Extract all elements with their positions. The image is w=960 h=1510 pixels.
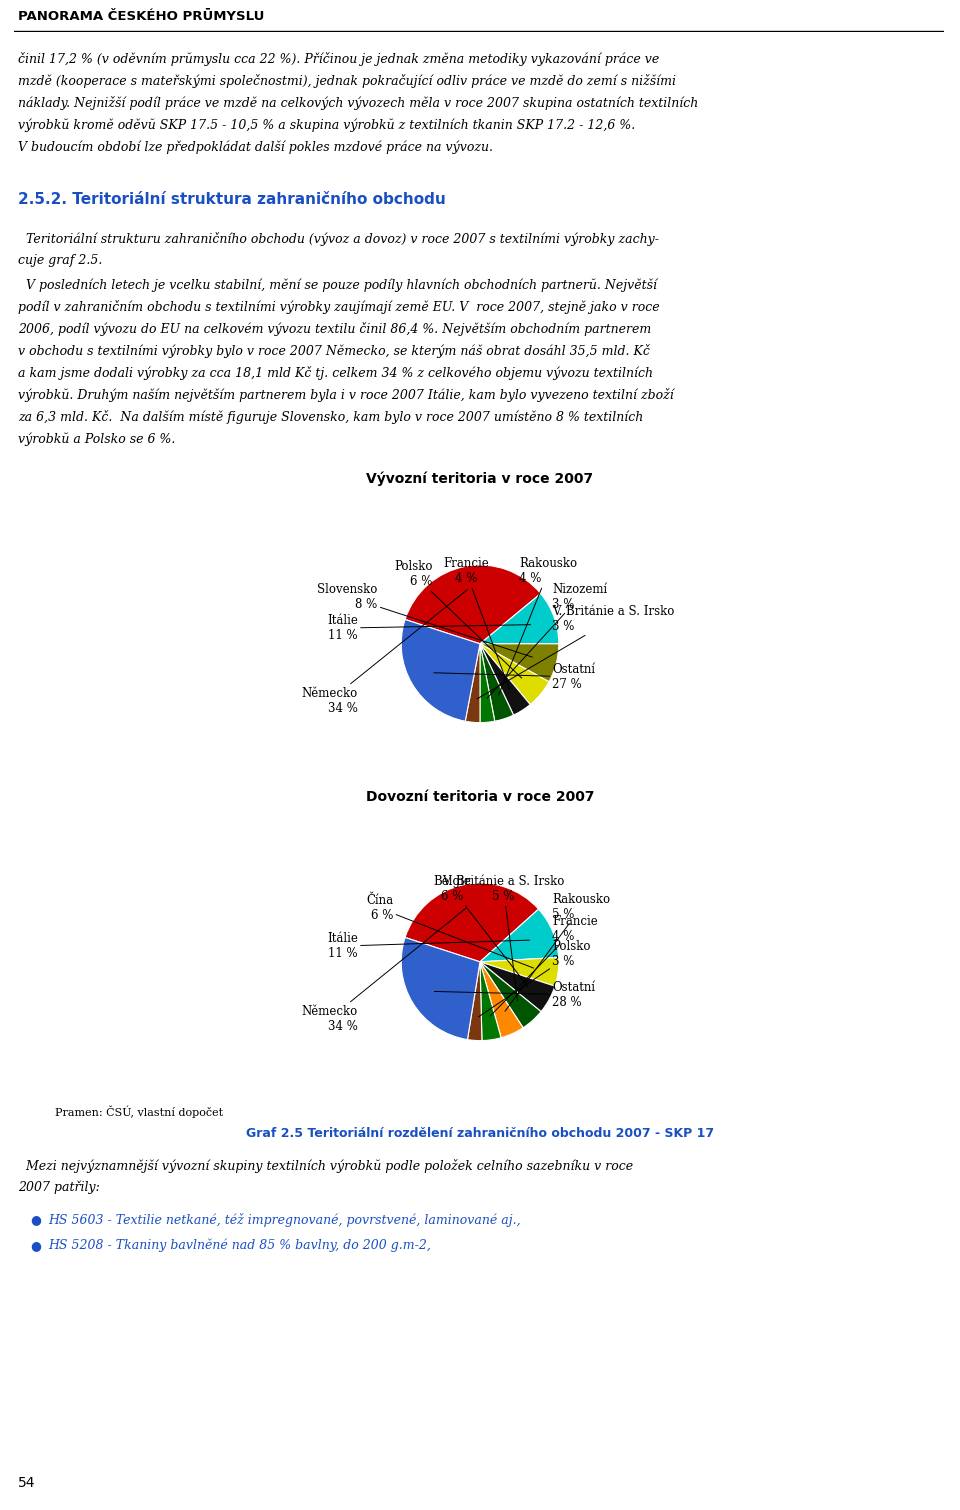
Text: Vývozní teritoria v roce 2007: Vývozní teritoria v roce 2007 bbox=[367, 473, 593, 486]
Text: Francie
4 %: Francie 4 % bbox=[443, 557, 510, 689]
Text: Teritoriální strukturu zahraničního obchodu (vývoz a dovoz) v roce 2007 s textil: Teritoriální strukturu zahraničního obch… bbox=[18, 233, 659, 246]
Text: Mezi nejvýznamnější vývozní skupiny textilních výrobkŭ podle položek celního saz: Mezi nejvýznamnější vývozní skupiny text… bbox=[18, 1160, 634, 1173]
Text: ●: ● bbox=[30, 1213, 41, 1226]
Wedge shape bbox=[405, 565, 540, 643]
Text: PANORAMA ČESKÉHO PRŪMYSLU: PANORAMA ČESKÉHO PRŪMYSLU bbox=[18, 11, 264, 23]
Text: za 6,3 mld. Kč.  Na dalším místě figuruje Slovensko, kam bylo v roce 2007 umístě: za 6,3 mld. Kč. Na dalším místě figuruje… bbox=[18, 411, 643, 424]
Wedge shape bbox=[480, 962, 501, 1040]
Text: cuje graf 2.5.: cuje graf 2.5. bbox=[18, 254, 103, 267]
Text: v obchodu s textilními výrobky bylo v roce 2007 Německo, se kterým náš obrat dos: v obchodu s textilními výrobky bylo v ro… bbox=[18, 344, 650, 358]
Wedge shape bbox=[480, 643, 494, 723]
Text: Rakousko
4 %: Rakousko 4 % bbox=[498, 557, 578, 695]
Text: a kam jsme dodali výrobky za cca 18,1 mld Kč tj. celkem 34 % z celkového objemu : a kam jsme dodali výrobky za cca 18,1 ml… bbox=[18, 365, 653, 381]
Text: Belgie
6 %: Belgie 6 % bbox=[434, 876, 528, 986]
Text: Slovensko
8 %: Slovensko 8 % bbox=[317, 583, 532, 657]
Text: Nizozemí
3 %: Nizozemí 3 % bbox=[488, 583, 608, 698]
Wedge shape bbox=[401, 938, 480, 1039]
Wedge shape bbox=[480, 643, 559, 683]
Text: 54: 54 bbox=[18, 1475, 36, 1490]
Wedge shape bbox=[480, 593, 559, 643]
Text: V budoucím období lze předpokládat další pokles mzdové práce na vývozu.: V budoucím období lze předpokládat další… bbox=[18, 140, 493, 154]
Wedge shape bbox=[480, 643, 514, 722]
Text: V. Británie a S. Irsko
3 %: V. Británie a S. Irsko 3 % bbox=[477, 604, 675, 699]
Text: HS 5603 - Textilie netkané, též impregnované, povrstvené, laminované aj.,: HS 5603 - Textilie netkané, též impregno… bbox=[48, 1213, 520, 1228]
Text: ●: ● bbox=[30, 1240, 41, 1252]
Text: Ostatní
27 %: Ostatní 27 % bbox=[434, 663, 595, 692]
Text: Pramen: ČSÚ, vlastní dopočet: Pramen: ČSÚ, vlastní dopočet bbox=[55, 1105, 223, 1117]
Text: 2006, podíl vývozu do EU na celkovém vývozu textilu činil 86,4 %. Největším obch: 2006, podíl vývozu do EU na celkovém výv… bbox=[18, 322, 651, 337]
Text: výrobkŭ. Druhým naším největším partnerem byla i v roce 2007 Itálie, kam bylo vy: výrobkŭ. Druhým naším největším partnere… bbox=[18, 388, 674, 402]
Text: Německo
34 %: Německo 34 % bbox=[301, 908, 466, 1033]
Text: V. Británie a S. Irsko
5 %: V. Británie a S. Irsko 5 % bbox=[443, 876, 564, 1001]
Wedge shape bbox=[468, 962, 482, 1040]
Text: Graf 2.5 Teritoriální rozdělení zahraničního obchodu 2007 - SKP 17: Graf 2.5 Teritoriální rozdělení zahranič… bbox=[246, 1126, 714, 1140]
Text: výrobkŭ a Polsko se 6 %.: výrobkŭ a Polsko se 6 %. bbox=[18, 432, 176, 445]
Text: podíl v zahraničním obchodu s textilními výrobky zaujímají země EU. V  roce 2007: podíl v zahraničním obchodu s textilními… bbox=[18, 300, 660, 314]
Wedge shape bbox=[480, 962, 541, 1028]
Wedge shape bbox=[405, 883, 539, 962]
Text: Německo
34 %: Německo 34 % bbox=[301, 590, 468, 714]
Text: Francie
4 %: Francie 4 % bbox=[491, 915, 598, 1016]
Text: V posledních letech je vcelku stabilní, mění se pouze podíly hlavních obchodních: V posledních letech je vcelku stabilní, … bbox=[18, 278, 657, 291]
Wedge shape bbox=[480, 643, 549, 705]
Text: Rakousko
5 %: Rakousko 5 % bbox=[505, 892, 611, 1012]
Text: Čína
6 %: Čína 6 % bbox=[366, 894, 534, 968]
Text: Itálie
11 %: Itálie 11 % bbox=[327, 932, 530, 960]
Wedge shape bbox=[466, 643, 480, 723]
Text: Dovozní teritoria v roce 2007: Dovozní teritoria v roce 2007 bbox=[366, 790, 594, 803]
Text: Ostatní
28 %: Ostatní 28 % bbox=[434, 982, 595, 1009]
Text: výrobkŭ kromě oděvŭ SKP 17.5 - 10,5 % a skupina výrobkŭ z textilních tkanin SKP : výrobkŭ kromě oděvŭ SKP 17.5 - 10,5 % a … bbox=[18, 118, 636, 131]
Text: HS 5208 - Tkaniny bavlněné nad 85 % bavlny, do 200 g.m-2,: HS 5208 - Tkaniny bavlněné nad 85 % bavl… bbox=[48, 1240, 431, 1252]
Text: Polsko
6 %: Polsko 6 % bbox=[395, 560, 521, 678]
Text: Itálie
11 %: Itálie 11 % bbox=[327, 615, 531, 642]
Text: náklady. Nejnižší podíl práce ve mzdě na celkových vývozech měla v roce 2007 sku: náklady. Nejnižší podíl práce ve mzdě na… bbox=[18, 97, 698, 110]
Text: mzdě (kooperace s mateřskými společnostmi), jednak pokračující odliv práce ve mz: mzdě (kooperace s mateřskými společnostm… bbox=[18, 74, 676, 88]
Wedge shape bbox=[480, 962, 523, 1037]
Wedge shape bbox=[480, 957, 559, 986]
Wedge shape bbox=[401, 619, 480, 722]
Text: Polsko
3 %: Polsko 3 % bbox=[478, 939, 591, 1016]
Text: 2.5.2. Teritoriální struktura zahraničního obchodu: 2.5.2. Teritoriální struktura zahraniční… bbox=[18, 192, 445, 207]
Wedge shape bbox=[480, 643, 530, 716]
Text: činil 17,2 % (v oděvním prŭmyslu cca 22 %). Příčinou je jednak změna metodiky vy: činil 17,2 % (v oděvním prŭmyslu cca 22 … bbox=[18, 51, 660, 66]
Wedge shape bbox=[480, 962, 555, 1012]
Wedge shape bbox=[480, 909, 559, 962]
Text: 2007 patřily:: 2007 patřily: bbox=[18, 1181, 100, 1194]
